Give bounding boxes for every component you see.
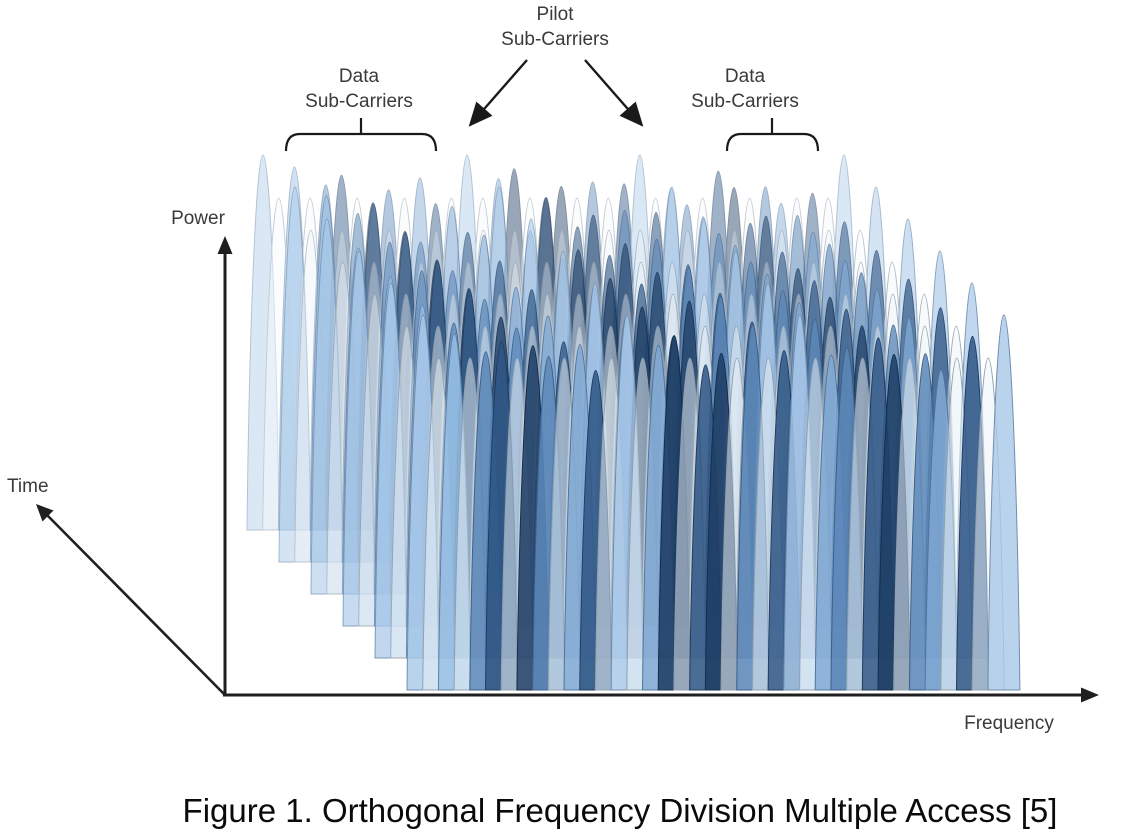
edge-subcarrier-lobe: [278, 186, 312, 563]
pilot-annotation: Pilot Sub-Carriers: [468, 4, 644, 127]
edge-subcarrier-lobe: [374, 282, 408, 659]
pilot-label-line2: Sub-Carriers: [501, 29, 609, 50]
frequency-axis-arrowhead-icon: [1081, 687, 1099, 703]
frequency-axis-label: Frequency: [964, 713, 1054, 734]
data-left-bracket: [284, 132, 438, 152]
power-axis-label: Power: [171, 208, 226, 229]
data-annotation-left: Data Sub-Carriers: [284, 66, 438, 152]
edge-subcarrier-lobe: [310, 218, 344, 595]
pilot-label-line1: Pilot: [537, 4, 575, 25]
edge-subcarrier-lobe: [246, 154, 280, 531]
time-axis-line: [46, 514, 226, 696]
data-left-label-line2: Sub-Carriers: [305, 91, 413, 112]
edge-subcarrier-lobe: [342, 250, 376, 627]
data-right-label-line1: Data: [725, 66, 766, 87]
time-axis-arrowhead-icon: [36, 504, 54, 522]
power-axis-arrowhead-icon: [217, 236, 233, 254]
figure-caption: Figure 1. Orthogonal Frequency Division …: [183, 792, 1058, 829]
edge-subcarrier-lobe: [987, 314, 1021, 691]
ofdm-symbol-row: [406, 314, 1021, 691]
data-left-label-line1: Data: [339, 66, 380, 87]
data-right-bracket: [725, 132, 820, 152]
time-axis-label: Time: [7, 476, 49, 497]
data-right-label-line2: Sub-Carriers: [691, 91, 799, 112]
subcarrier-lobes: [246, 154, 1021, 691]
pilot-arrow-left: [468, 59, 528, 127]
axes: [36, 236, 1099, 703]
data-annotation-right: Data Sub-Carriers: [691, 66, 820, 152]
pilot-arrow-right: [584, 59, 644, 127]
